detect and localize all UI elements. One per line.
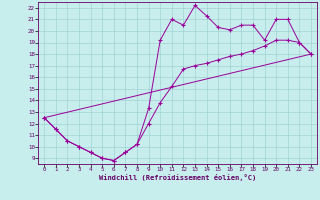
X-axis label: Windchill (Refroidissement éolien,°C): Windchill (Refroidissement éolien,°C) [99,174,256,181]
